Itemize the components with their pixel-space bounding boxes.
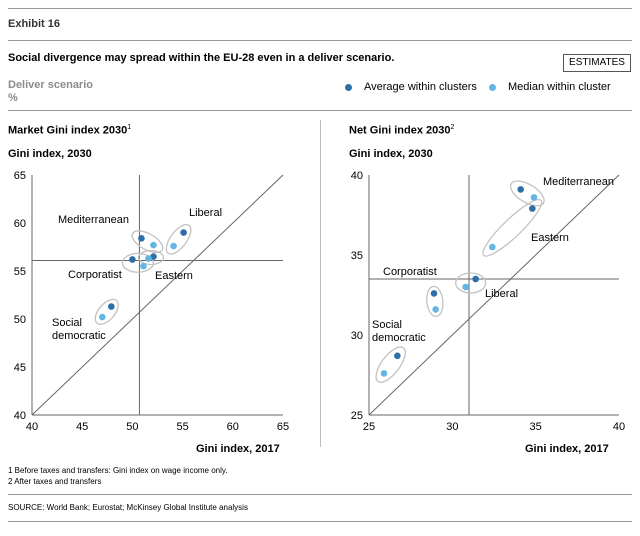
market-cluster-label-eastern: Eastern (155, 270, 193, 282)
net-cluster-label-social-democratic: Social democratic (372, 319, 426, 344)
market-y-tick-60: 60 (14, 218, 26, 230)
legend-average: Average within clusters (345, 81, 477, 93)
net-point-average-social-democratic (394, 352, 401, 360)
market-point-median-social-democratic (98, 313, 106, 321)
market-cluster-ring-mediterranean (131, 230, 164, 254)
scenario-label: Deliver scenario (8, 79, 93, 91)
net-diagonal-line (368, 174, 620, 416)
left-y-axis-label: Gini index, 2030 (8, 148, 92, 160)
left-x-axis-label: Gini index, 2017 (196, 443, 280, 455)
net-cluster-label-corporatist: Corporatist (383, 266, 437, 278)
top-rule (8, 8, 632, 9)
net-cluster-label-mediterranean: Mediterranean (543, 176, 614, 188)
net-point-median-corporatist (462, 283, 469, 291)
market-cluster-label-corporatist: Corporatist (68, 269, 122, 281)
right-y-axis-label: Gini index, 2030 (349, 148, 433, 160)
market-x-tick-60: 60 (227, 421, 239, 433)
panel-rule (8, 110, 632, 111)
market-x-tick-40: 40 (26, 421, 38, 433)
market-y-tick-40: 40 (14, 410, 26, 422)
market-cluster-label-social-democratic: Social democratic (52, 317, 106, 342)
market-point-average-eastern (150, 253, 157, 260)
net-x-tick-40: 40 (613, 421, 625, 433)
right-x-axis-label: Gini index, 2017 (525, 443, 609, 455)
left-panel-title: Market Gini index 20301 (8, 124, 131, 137)
market-point-average-corporatist (129, 256, 136, 263)
legend-median-dot-icon (489, 83, 496, 91)
net-cluster-ring-mediterranean (509, 180, 545, 207)
exhibit-number: Exhibit 16 (8, 18, 60, 30)
net-cluster-label-eastern: Eastern (531, 232, 569, 244)
estimates-badge: ESTIMATES (563, 54, 631, 72)
market-x-tick-45: 45 (76, 421, 88, 433)
market-x-tick-55: 55 (176, 421, 188, 433)
net-point-average-mediterranean (517, 186, 524, 193)
title-rule (8, 40, 632, 41)
market-point-average-social-democratic (108, 303, 115, 310)
market-cluster-ring-corporatist (121, 252, 155, 273)
net-point-average-liberal (430, 290, 438, 297)
net-point-median-liberal (432, 306, 439, 313)
legend-median-label: Median within cluster (508, 81, 611, 93)
net-point-median-mediterranean (530, 194, 538, 201)
unit-label: % (8, 92, 18, 104)
footer-rule (8, 494, 632, 495)
left-panel-title-text: Market Gini index 2030 (8, 124, 128, 137)
left-panel-title-note: 1 (127, 124, 132, 131)
market-cluster-label-liberal: Liberal (189, 207, 222, 219)
net-point-average-corporatist (472, 275, 479, 283)
market-x-tick-65: 65 (277, 421, 289, 433)
net-y-tick-30: 30 (351, 330, 363, 342)
right-panel-title-note: 2 (450, 124, 455, 131)
market-point-median-mediterranean (150, 241, 157, 249)
market-cluster-ring-liberal (165, 223, 192, 255)
net-cluster-ring-corporatist (455, 272, 487, 294)
market-point-average-mediterranean (138, 235, 145, 242)
panel-divider (320, 120, 321, 447)
net-point-median-social-democratic (380, 370, 388, 377)
net-x-tick-35: 35 (530, 421, 542, 433)
net-cluster-ring-eastern (482, 198, 543, 257)
net-x-tick-30: 30 (446, 421, 458, 433)
right-panel-title-text: Net Gini index 2030 (349, 124, 451, 137)
market-y-tick-45: 45 (14, 362, 26, 374)
footnote-1: 1 Before taxes and transfers: Gini index… (8, 466, 228, 475)
net-gini-scatter: 25 30 35 40 25 30 35 40 Mediterranean Eastern Corp… (351, 170, 625, 433)
market-point-median-eastern (145, 255, 152, 262)
market-diagonal-line (31, 174, 284, 416)
market-x-tick-50: 50 (126, 421, 138, 433)
market-point-average-liberal (180, 229, 187, 236)
right-panel-title: Net Gini index 20302 (349, 124, 454, 137)
net-y-tick-35: 35 (351, 250, 363, 262)
bottom-rule (8, 521, 632, 522)
legend-median: Median within cluster (489, 81, 611, 93)
market-y-tick-50: 50 (14, 314, 26, 326)
footnote-2: 2 After taxes and transfers (8, 477, 102, 486)
net-point-average-eastern (529, 205, 536, 212)
chart-headline: Social divergence may spread within the … (8, 52, 395, 64)
legend-average-dot-icon (345, 83, 352, 91)
market-cluster-ring-social-democratic (94, 298, 119, 325)
source-note: SOURCE: World Bank; Eurostat; McKinsey G… (8, 503, 248, 512)
net-y-tick-25: 25 (351, 410, 363, 422)
market-cluster-ring-eastern (137, 249, 165, 266)
market-y-tick-55: 55 (14, 266, 26, 278)
net-x-tick-25: 25 (363, 421, 375, 433)
market-point-median-corporatist (140, 262, 147, 270)
net-cluster-ring-liberal (426, 285, 444, 318)
net-cluster-label-liberal: Liberal (485, 288, 518, 300)
market-y-tick-65: 65 (14, 170, 26, 182)
net-point-median-eastern (489, 243, 496, 251)
net-cluster-ring-social-democratic (375, 346, 406, 383)
net-y-tick-40: 40 (351, 170, 363, 182)
market-cluster-label-mediterranean: Mediterranean (58, 214, 129, 226)
market-point-median-liberal (170, 242, 177, 250)
legend-average-label: Average within clusters (364, 81, 477, 93)
market-gini-scatter: 40 45 50 55 60 65 40 45 50 55 60 65 Mediterranean Lib… (14, 170, 289, 433)
